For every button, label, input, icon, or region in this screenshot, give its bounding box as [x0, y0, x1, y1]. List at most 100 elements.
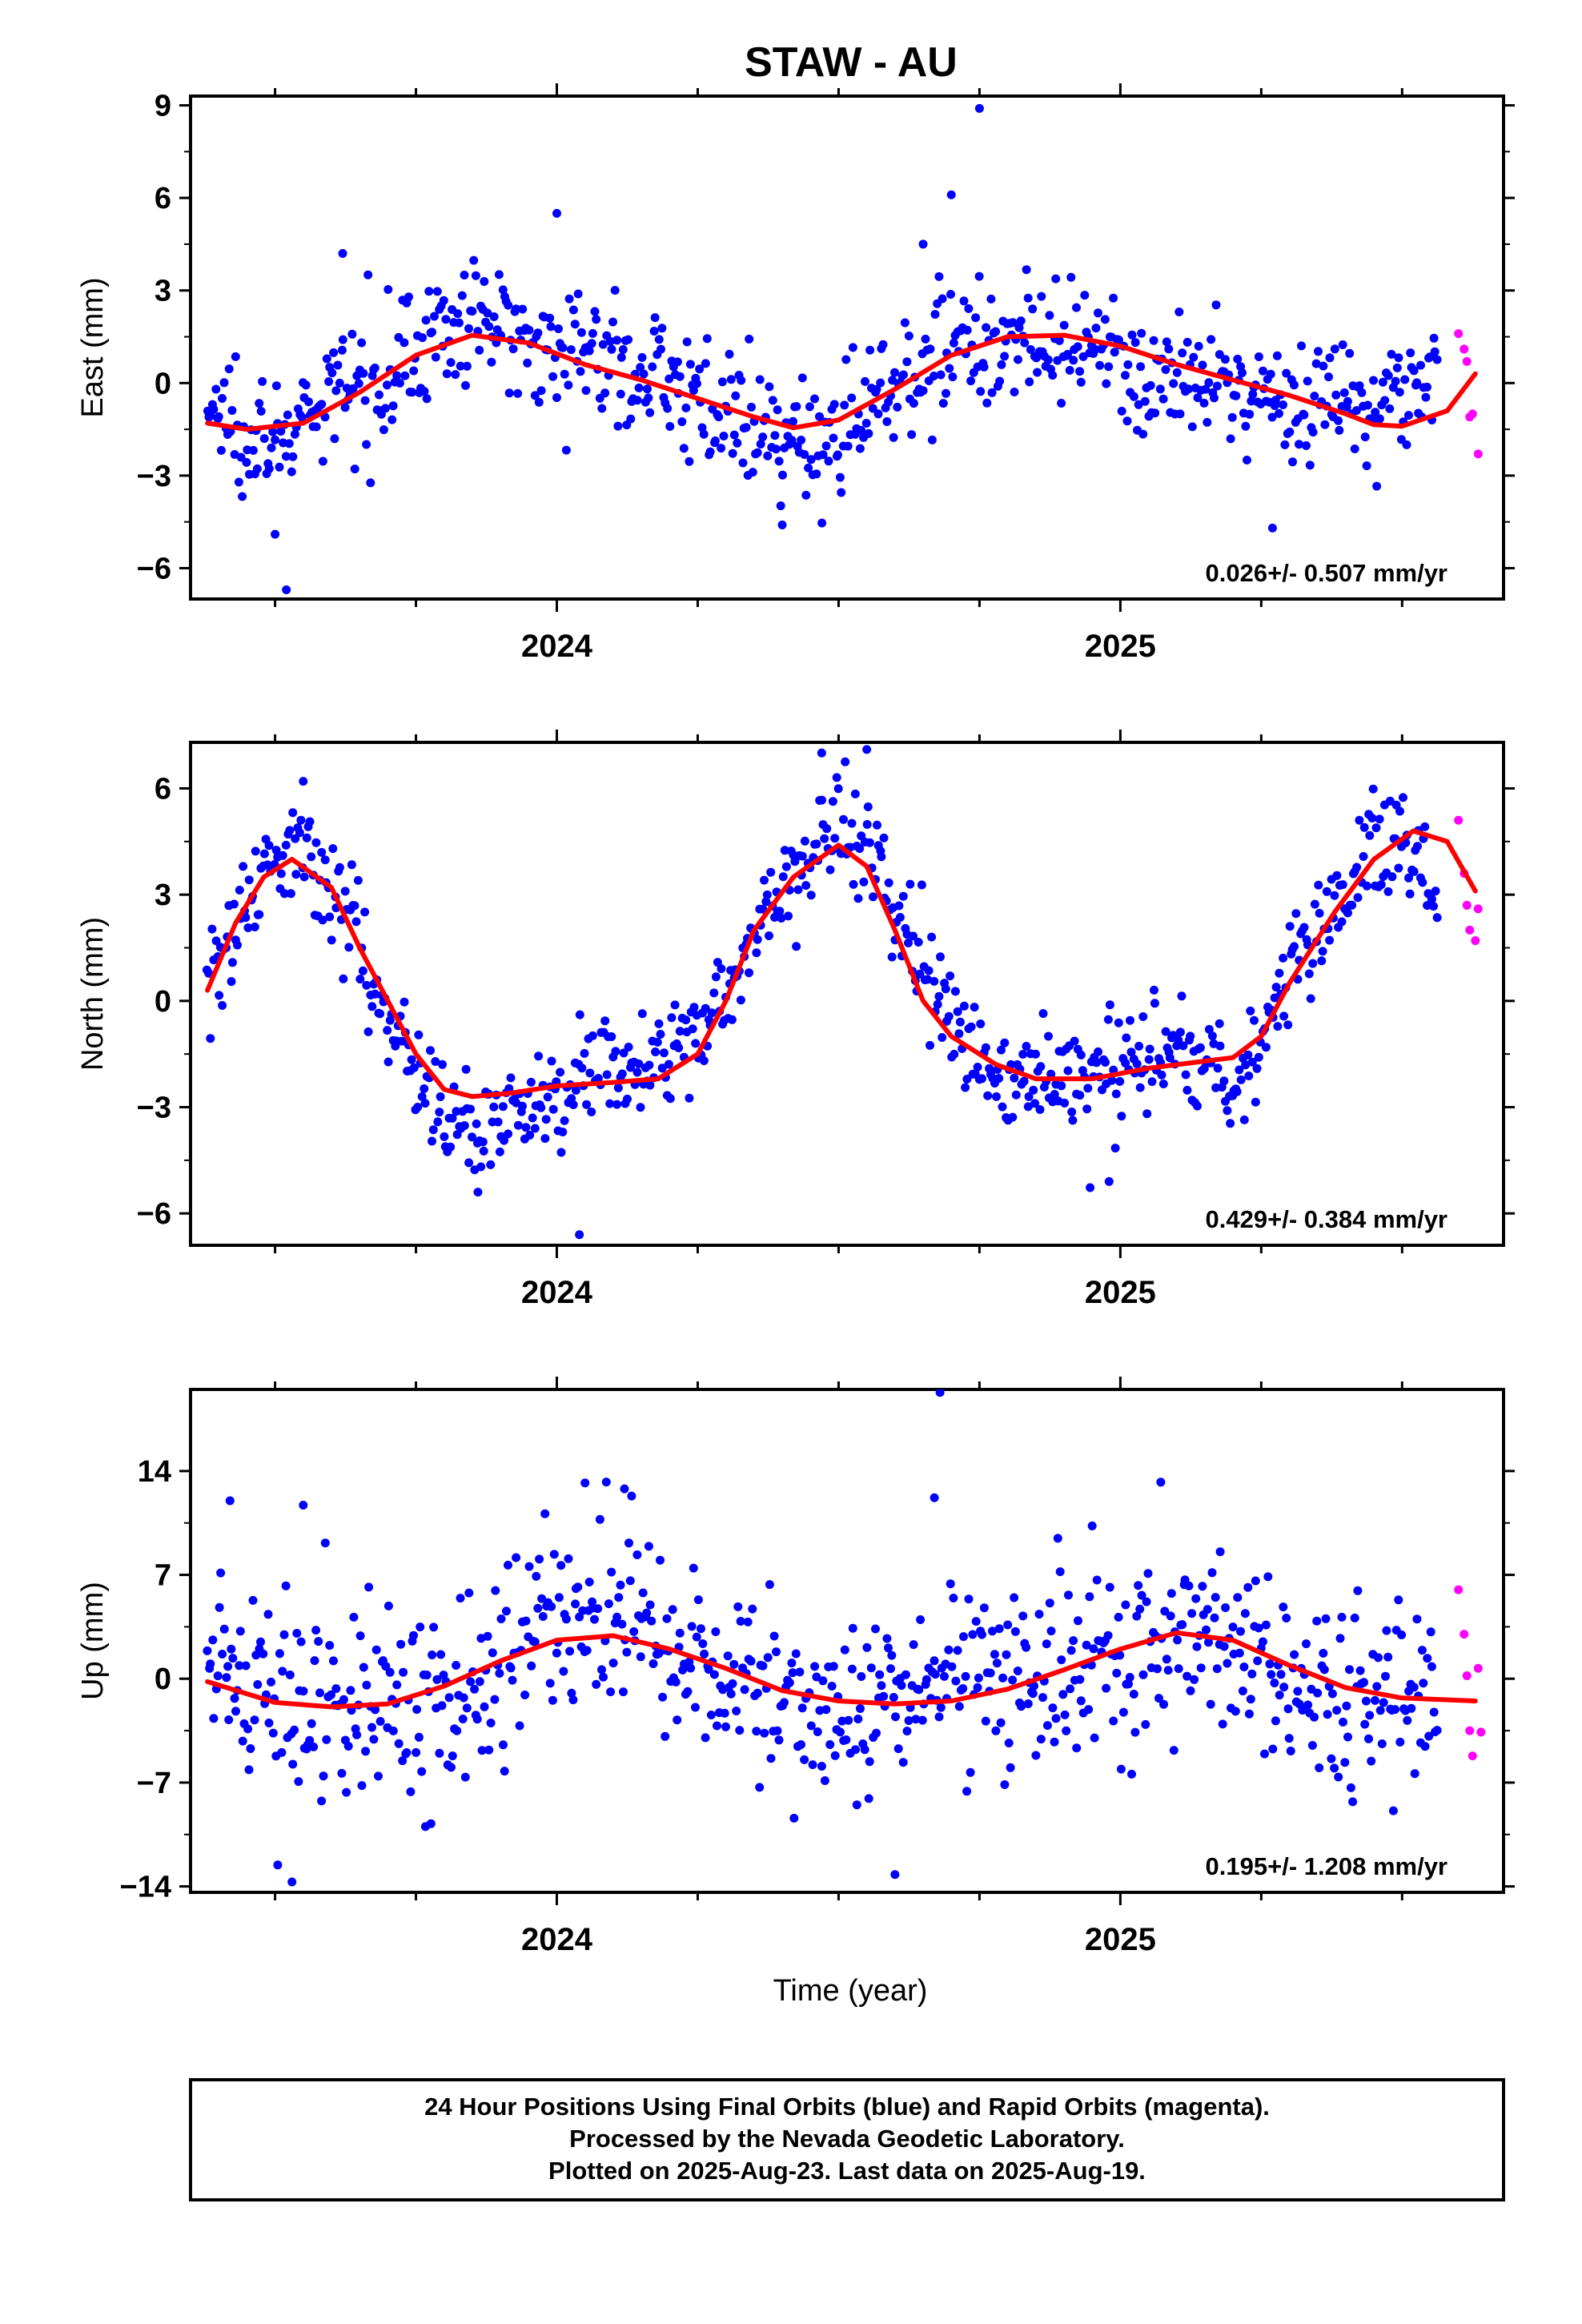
final-orbit-point: [748, 468, 757, 477]
final-orbit-point: [281, 452, 291, 461]
rapid-orbit-point: [1473, 904, 1483, 914]
final-orbit-point: [1362, 461, 1371, 471]
final-orbit-point: [1412, 378, 1422, 388]
y-tick-label: −14: [120, 1871, 171, 1904]
final-orbit-point: [235, 886, 244, 895]
rapid-orbit-point: [1454, 329, 1464, 339]
final-orbit-point: [1057, 1081, 1066, 1091]
final-orbit-point: [637, 1009, 647, 1019]
final-orbit-point: [587, 1108, 596, 1116]
final-orbit-point: [299, 1500, 308, 1510]
final-orbit-point: [250, 923, 259, 931]
x-tick-label: 2024: [521, 1275, 593, 1310]
final-orbit-point: [264, 464, 274, 473]
final-orbit-point: [520, 1691, 530, 1699]
final-orbit-point: [1000, 1038, 1010, 1047]
final-orbit-point: [1403, 1715, 1412, 1725]
final-orbit-point: [1383, 887, 1393, 896]
final-orbit-point: [278, 1667, 287, 1676]
final-orbit-point: [864, 428, 873, 438]
final-orbit-point: [770, 431, 780, 440]
final-orbit-point: [830, 1751, 840, 1760]
final-orbit-point: [1245, 409, 1255, 419]
final-orbit-point: [997, 1045, 1006, 1055]
final-orbit-point: [865, 838, 874, 847]
final-orbit-point: [1003, 1620, 1013, 1630]
final-orbit-point: [917, 1715, 927, 1725]
final-orbit-point: [1355, 381, 1364, 391]
final-orbit-point: [211, 936, 221, 946]
final-orbit-point: [314, 1637, 323, 1647]
final-orbit-point: [504, 1129, 513, 1139]
final-orbit-point: [335, 862, 344, 872]
final-orbit-point: [1160, 1606, 1170, 1616]
final-orbit-point: [1254, 352, 1263, 361]
final-orbit-point: [278, 850, 287, 860]
final-orbit-point: [475, 1677, 484, 1687]
final-orbit-point: [1194, 341, 1203, 351]
final-orbit-point: [576, 367, 585, 376]
final-orbit-point: [545, 313, 555, 323]
final-orbit-point: [949, 1594, 958, 1602]
final-orbit-point: [379, 425, 388, 435]
final-orbit-point: [1299, 923, 1309, 932]
final-orbit-point: [862, 745, 872, 754]
final-orbit-point: [1365, 830, 1375, 840]
final-orbit-point: [983, 1091, 993, 1100]
final-orbit-point: [536, 1103, 546, 1112]
final-orbit-point: [1083, 1084, 1093, 1093]
final-orbit-point: [1135, 1604, 1145, 1614]
final-orbit-point: [409, 366, 419, 376]
final-orbit-point: [1353, 893, 1363, 903]
final-orbit-point: [1427, 1662, 1436, 1671]
final-orbit-point: [1362, 881, 1371, 891]
final-orbit-point: [564, 1554, 573, 1563]
final-orbit-point: [491, 1586, 500, 1595]
final-orbit-point: [444, 1693, 454, 1703]
final-orbit-point: [1028, 304, 1038, 314]
final-orbit-point: [836, 1727, 845, 1737]
final-orbit-point: [1394, 1595, 1403, 1605]
final-orbit-point: [495, 1147, 504, 1156]
final-orbit-point: [575, 1010, 584, 1019]
final-orbit-point: [204, 968, 214, 978]
final-orbit-point: [1233, 354, 1243, 364]
final-orbit-point: [233, 940, 242, 950]
final-orbit-point: [771, 444, 781, 454]
final-orbit-point: [1166, 1589, 1176, 1598]
final-orbit-point: [776, 501, 785, 511]
final-orbit-point: [893, 402, 902, 412]
final-orbit-point: [954, 1029, 964, 1039]
final-orbit-point: [1141, 1719, 1150, 1729]
final-orbit-point: [448, 1751, 457, 1761]
final-orbit-point: [702, 334, 712, 344]
final-orbit-point: [949, 338, 958, 348]
final-orbit-point: [1045, 1598, 1054, 1608]
final-orbit-point: [1330, 891, 1339, 900]
final-orbit-point: [792, 942, 801, 951]
final-orbit-point: [847, 1664, 857, 1674]
final-orbit-point: [600, 388, 610, 398]
final-orbit-point: [789, 1813, 799, 1823]
rapid-orbit-point: [1454, 815, 1464, 825]
final-orbit-point: [1104, 1176, 1114, 1186]
final-orbit-point: [1053, 1534, 1062, 1543]
final-orbit-point: [348, 384, 358, 393]
final-orbit-point: [1320, 420, 1330, 429]
final-orbit-point: [301, 380, 311, 390]
final-orbit-point: [793, 885, 803, 895]
final-orbit-point: [1314, 347, 1323, 356]
final-orbit-point: [916, 1615, 926, 1624]
north-panel: −6 −3 0 3 6 2024 2025 North (mm) 0.429+/- 0.384 …: [76, 730, 1515, 1310]
final-orbit-point: [588, 1031, 597, 1040]
final-orbit-point: [689, 1563, 698, 1573]
final-orbit-point: [371, 1705, 380, 1715]
final-orbit-point: [800, 1755, 809, 1764]
final-orbit-point: [922, 975, 932, 984]
final-orbit-point: [895, 913, 905, 922]
final-orbit-point: [773, 405, 782, 415]
final-orbit-point: [1025, 377, 1034, 387]
final-orbit-point: [271, 846, 281, 855]
final-orbit-point: [740, 1685, 749, 1695]
final-orbit-point: [612, 1612, 622, 1622]
